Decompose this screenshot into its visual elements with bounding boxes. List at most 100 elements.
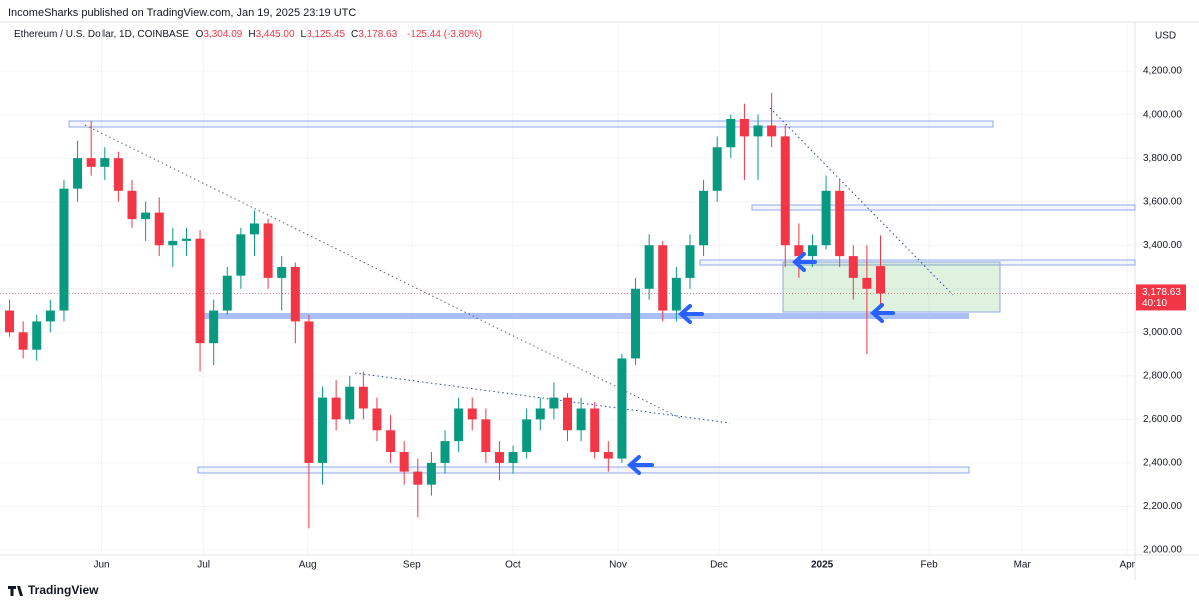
zone [68,120,994,128]
candle-body [331,397,341,420]
candle-body [658,245,668,311]
candle-body [508,452,518,463]
candle-body [386,430,396,453]
candle-body [426,462,436,485]
candle-body [494,452,504,463]
x-tick-label: Dec [710,560,728,571]
candle-body [699,190,709,246]
candle-body [767,125,777,137]
arrow [869,303,895,323]
candle-body [603,452,613,459]
candle-body [780,136,790,246]
candle-body [753,125,763,137]
candle-body [73,158,83,189]
x-tick-label: Sep [403,560,421,571]
logo-mark [8,586,23,596]
x-tick-label: Feb [920,560,938,571]
candle-body [181,238,191,241]
candle-body [209,310,219,344]
y-tick-label: 3,000.00 [1143,327,1182,338]
ohlc-value: 3,178.63 [358,29,398,40]
candle-body [100,158,110,167]
ohlc-letter: C [351,29,359,40]
zone [197,313,969,319]
candle-body [45,310,55,322]
candle-body [739,118,749,137]
x-tick-label: Mar [1014,560,1032,571]
trendline [354,372,731,424]
candle-body [862,277,872,289]
candle-body [5,310,15,333]
candle-body [454,408,464,442]
countdown: 40:10 [1142,298,1167,309]
last-price-label: 3,178.63 [1142,287,1181,298]
y-tick-label: 2,600.00 [1143,414,1182,425]
candle-body [86,158,96,167]
axes: 2,000.00 2,200.00 2,400.00 2,600.00 2,800.00… [93,66,1186,571]
candle-body [318,397,328,463]
x-tick-label: 2025 [811,560,834,571]
candle-body [59,188,69,311]
y-tick-label: 4,200.00 [1143,66,1182,77]
candle-body [644,245,654,289]
candle-body [32,321,42,350]
ohlc-value: 3,304.09 [203,29,243,40]
x-tick-label: Oct [505,560,521,571]
candle-body [631,288,641,359]
candle-body [399,452,409,472]
y-tick-label: 3,800.00 [1143,153,1182,164]
candle-body [440,441,450,463]
candle-body [358,386,368,409]
candle-body [263,223,273,278]
brand: TradingView [28,583,99,597]
candle-body [535,408,545,420]
candle-body [685,245,695,278]
candle-body [726,118,736,148]
candle-body [236,234,246,276]
candle-body [195,238,205,344]
candle-body [563,397,572,431]
candle-body [876,266,886,294]
candle-body [848,256,858,278]
candle-body [277,266,287,278]
candle-body [794,245,804,257]
y-tick-label: 2,800.00 [1143,370,1182,381]
x-tick-label: Nov [609,560,627,571]
candle-body [835,190,845,257]
candle-body [617,358,627,459]
candle-body [671,277,681,311]
arrow [626,455,654,475]
y-tick-label: 3,400.00 [1143,240,1182,251]
zone [197,466,970,474]
ohlc-value: 3,125.45 [306,29,346,40]
candle-body [290,266,300,322]
candle-body [413,471,423,485]
x-tick-label: Apr [1119,560,1135,571]
candles [5,92,886,529]
arrow [677,304,704,324]
candle-body [712,147,722,191]
candle-body [467,408,477,420]
grid [0,22,1135,555]
candle-body [154,212,164,246]
ohlc-letter: L [300,29,307,40]
last-price-tag [1136,284,1186,311]
published-note: IncomeSharks published on TradingView.co… [8,7,357,19]
x-tick-label: Jun [93,560,109,571]
ohlc-letter: O [195,29,204,40]
y-tick-label: 2,000.00 [1143,545,1182,556]
y-tick-label: 2,400.00 [1143,458,1182,469]
target-box [782,261,1001,313]
logo: TradingView [8,583,99,597]
candle-body [222,275,232,311]
ohlc-value: 3,445.00 [255,29,295,40]
candle-body [821,190,831,246]
zone [751,204,1136,211]
candle-body [168,240,178,246]
candle-body [576,408,586,431]
y-tick-label: 4,000.00 [1143,109,1182,120]
candle-body [249,223,259,235]
trendline [769,107,954,296]
